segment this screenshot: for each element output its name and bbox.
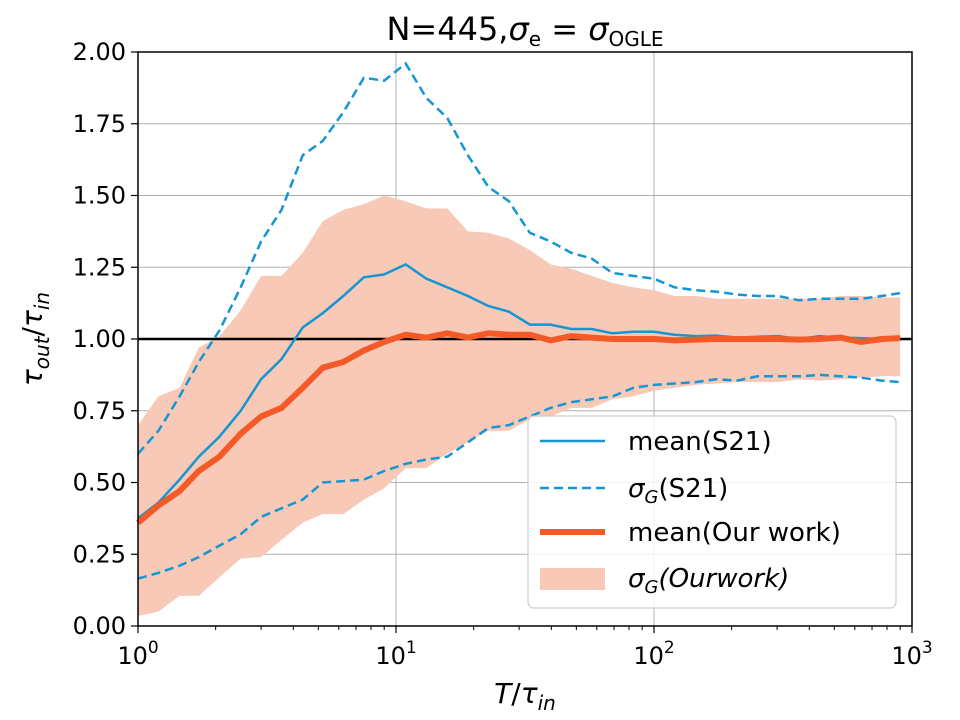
y-axis: 0.00 0.25 0.50 0.75 1.00 1.25 1.50 1.75 2.00 xyxy=(73,38,138,640)
sigma-ourwork-band xyxy=(138,195,901,616)
legend-label-mean-s21: mean(S21) xyxy=(628,427,772,457)
y-tick-label: 2.00 xyxy=(73,38,126,66)
chart-title: N=445,σe = σOGLE xyxy=(386,10,663,51)
x-axis-label: T/τin xyxy=(494,677,556,715)
mean-ourwork-line xyxy=(136,330,901,525)
y-tick-label: 0.25 xyxy=(73,540,126,568)
sigma-s21-upper-line xyxy=(137,61,901,455)
y-tick-label: 0.75 xyxy=(73,397,126,425)
y-axis-label: τout/τin xyxy=(16,292,54,386)
x-tick-label: 102 xyxy=(633,638,674,670)
series-lines xyxy=(136,61,901,580)
legend: mean(S21) σG(S21) mean(Our work) σG(Ourw… xyxy=(527,415,897,609)
y-tick-label: 1.75 xyxy=(73,110,126,138)
legend-swatch-sigma-ourwork xyxy=(540,568,605,590)
y-tick-label: 1.25 xyxy=(73,253,126,281)
x-tick-label: 101 xyxy=(375,638,416,670)
y-tick-label: 0.50 xyxy=(73,469,126,497)
sigma-s21-lower-line xyxy=(137,373,901,580)
legend-label-sigma-ourwork: σG(Ourwork) xyxy=(628,564,789,598)
x-axis: 100 101 102 103 xyxy=(117,626,933,670)
y-tick-label: 0.00 xyxy=(73,612,126,640)
y-tick-label: 1.50 xyxy=(73,182,126,210)
band-layer xyxy=(138,195,901,616)
x-tick-label: 103 xyxy=(891,638,932,670)
plot-area xyxy=(136,51,913,627)
y-tick-label: 1.00 xyxy=(73,325,126,353)
x-tick-label: 100 xyxy=(117,638,158,670)
legend-label-mean-ourwork: mean(Our work) xyxy=(628,518,841,548)
legend-label-sigma-s21: σG(S21) xyxy=(628,474,728,508)
legend-box xyxy=(527,415,897,609)
